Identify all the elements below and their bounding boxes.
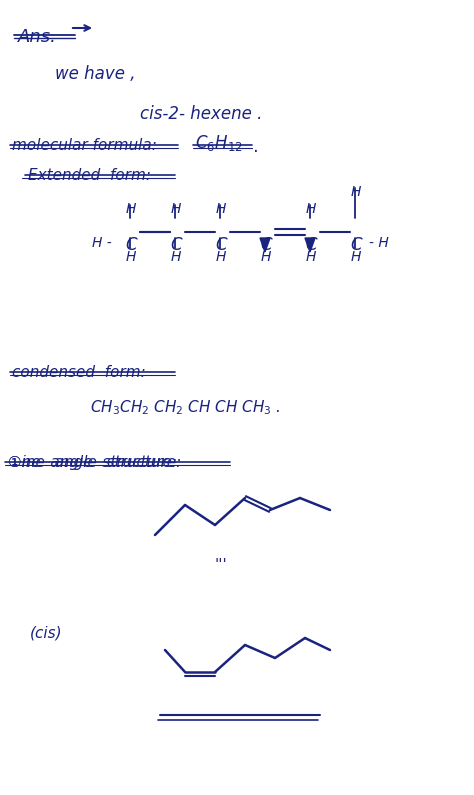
Text: H: H <box>126 250 137 264</box>
Text: H: H <box>306 250 316 264</box>
Text: H: H <box>306 202 316 216</box>
Text: molecular formula:: molecular formula: <box>12 138 157 153</box>
Text: C: C <box>350 236 362 254</box>
Text: C: C <box>125 236 137 254</box>
Text: - H: - H <box>369 236 389 250</box>
Text: H: H <box>171 202 182 216</box>
Text: Ans.: Ans. <box>18 28 57 46</box>
Text: C: C <box>260 236 272 254</box>
Text: ①ine  angle  structure:: ①ine angle structure: <box>8 455 181 470</box>
Polygon shape <box>260 238 270 252</box>
Text: Extended  form:: Extended form: <box>28 168 151 183</box>
Text: .: . <box>248 138 258 156</box>
Text: H -: H - <box>92 236 112 250</box>
Text: H: H <box>171 250 182 264</box>
Text: $C_6H_{12}$: $C_6H_{12}$ <box>195 133 243 153</box>
Text: ①ne  angle  structure:: ①ne angle structure: <box>8 455 177 470</box>
Text: we have ,: we have , <box>55 65 136 83</box>
Text: H: H <box>216 202 227 216</box>
Text: C: C <box>215 236 227 254</box>
Text: H: H <box>351 250 361 264</box>
Polygon shape <box>305 238 315 252</box>
Text: (cis): (cis) <box>30 625 63 640</box>
Text: $CH_3CH_2$ $CH_2$ $CH$ $CH$ $CH_3$ .: $CH_3CH_2$ $CH_2$ $CH$ $CH$ $CH_3$ . <box>90 398 281 417</box>
Text: cis-2- hexene .: cis-2- hexene . <box>140 105 263 123</box>
Text: H: H <box>126 202 137 216</box>
Text: condensed  form:: condensed form: <box>12 365 146 380</box>
Text: C: C <box>305 236 317 254</box>
Text: C: C <box>170 236 182 254</box>
Text: H: H <box>216 250 227 264</box>
Text: H: H <box>261 250 272 264</box>
Text: ''': ''' <box>215 558 228 573</box>
Text: H: H <box>351 185 361 199</box>
